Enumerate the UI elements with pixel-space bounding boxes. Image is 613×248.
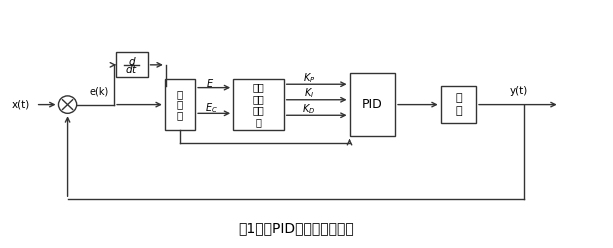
Text: $d$: $d$ [128,55,136,67]
Text: $K_I$: $K_I$ [304,87,314,100]
Text: 图1模糊PID控制器结构框图: 图1模糊PID控制器结构框图 [238,221,354,235]
Text: 参数: 参数 [253,94,264,104]
Text: $dt$: $dt$ [126,63,139,75]
Text: 糊: 糊 [177,100,183,110]
Text: 对: 对 [455,93,462,103]
Text: 器: 器 [256,117,261,127]
Text: 化: 化 [177,110,183,120]
Bar [441,86,476,123]
Text: e(k): e(k) [89,86,109,96]
Text: $K_D$: $K_D$ [302,102,316,116]
Text: 象: 象 [455,106,462,116]
Bar [165,79,195,130]
Text: 整定: 整定 [253,105,264,115]
Bar [233,79,284,130]
Bar [349,73,395,136]
Text: E: E [206,79,212,89]
Text: 模: 模 [177,89,183,99]
Text: y(t): y(t) [510,86,528,96]
Text: $K_P$: $K_P$ [303,71,315,85]
Text: PID: PID [362,98,383,111]
Bar [116,52,148,77]
Text: 模糊: 模糊 [253,82,264,92]
Text: $E_C$: $E_C$ [205,102,218,115]
Text: x(t): x(t) [12,100,29,110]
